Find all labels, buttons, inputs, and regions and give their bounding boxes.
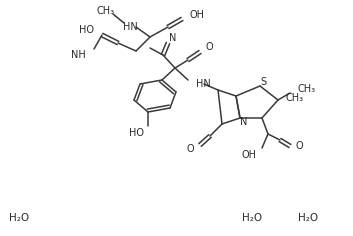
Text: HN: HN bbox=[196, 79, 211, 89]
Text: HO: HO bbox=[79, 25, 94, 35]
Text: CH₃: CH₃ bbox=[285, 93, 303, 103]
Text: OH: OH bbox=[190, 10, 205, 20]
Text: O: O bbox=[296, 141, 304, 151]
Text: H₂O: H₂O bbox=[242, 213, 262, 223]
Text: CH₃: CH₃ bbox=[298, 84, 316, 94]
Text: NH: NH bbox=[71, 50, 86, 60]
Text: O: O bbox=[206, 42, 214, 52]
Text: OH: OH bbox=[242, 150, 257, 160]
Text: CH₃: CH₃ bbox=[97, 6, 115, 16]
Text: N: N bbox=[240, 117, 247, 127]
Text: H₂O: H₂O bbox=[9, 213, 29, 223]
Text: H₂O: H₂O bbox=[298, 213, 318, 223]
Text: HN: HN bbox=[122, 22, 137, 32]
Text: HO: HO bbox=[129, 128, 144, 138]
Text: N: N bbox=[169, 33, 177, 43]
Text: O: O bbox=[186, 144, 194, 154]
Text: S: S bbox=[260, 77, 266, 87]
